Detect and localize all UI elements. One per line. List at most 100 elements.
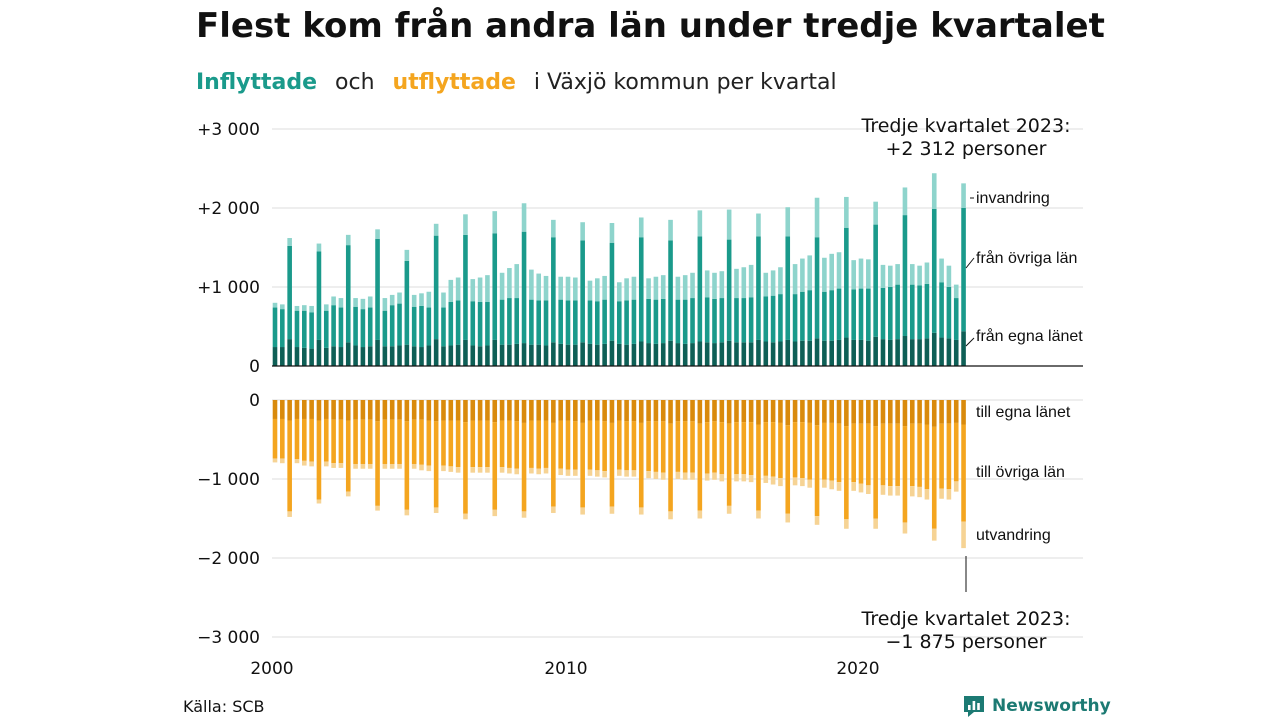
bar-out-segment	[272, 418, 278, 459]
bar-in-segment	[668, 340, 673, 366]
bar-in-segment	[521, 231, 527, 344]
bar-out-segment	[507, 467, 512, 474]
bar-in-segment	[587, 300, 593, 344]
bar-in-segment	[770, 342, 776, 366]
bar-out-segment	[646, 471, 651, 479]
bar-out-segment	[682, 421, 688, 473]
bar-in-segment	[536, 300, 541, 345]
bar-out-segment	[565, 400, 571, 421]
bar-in-segment	[294, 347, 300, 366]
bar-out-segment	[485, 420, 490, 468]
bar-in-segment	[631, 299, 637, 344]
bar-out-segment	[587, 420, 593, 470]
bar-out-segment	[602, 471, 607, 478]
bar-out-segment	[382, 400, 388, 420]
bar-in-segment	[844, 196, 849, 228]
bar-in-segment	[573, 277, 578, 301]
bar-in-segment	[485, 275, 490, 303]
bar-out-segment	[294, 459, 300, 464]
bar-out-segment	[353, 400, 358, 420]
bar-in-segment	[280, 304, 285, 310]
bar-in-segment	[844, 337, 849, 366]
bar-out-segment	[316, 499, 322, 504]
bar-in-segment	[961, 183, 966, 208]
bar-in-segment	[565, 276, 571, 301]
bar-in-segment	[565, 344, 571, 366]
bar-out-segment	[323, 418, 329, 462]
bar-out-segment	[514, 400, 520, 422]
bar-in-segment	[770, 295, 776, 343]
bar-in-segment	[792, 294, 798, 342]
bar-out-segment	[302, 418, 307, 461]
bar-out-segment	[778, 400, 783, 423]
bar-out-segment	[895, 400, 900, 424]
annotation-bottom-line1: Tredje kvartalet 2023:	[861, 608, 1071, 630]
bar-out-segment	[763, 422, 769, 476]
bar-in-segment	[558, 276, 563, 300]
bar-out-segment	[419, 419, 424, 465]
bar-in-segment	[338, 307, 344, 348]
bar-out-segment	[331, 463, 336, 468]
bar-in-segment	[697, 210, 703, 237]
bar-out-segment	[331, 419, 336, 464]
bar-out-segment	[272, 458, 278, 463]
bar-out-segment	[704, 400, 710, 423]
bar-in-segment	[726, 340, 732, 366]
bar-in-segment	[851, 289, 856, 340]
bar-out-segment	[419, 400, 424, 420]
subtitle-in-label: Inflyttade	[196, 70, 318, 95]
bar-out-segment	[675, 471, 681, 479]
bar-in-segment	[653, 276, 659, 300]
bar-in-segment	[280, 347, 285, 366]
bar-out-segment	[345, 400, 351, 421]
bar-in-segment	[514, 343, 520, 366]
bar-in-segment	[909, 284, 915, 340]
bar-in-segment	[866, 340, 871, 366]
bar-in-segment	[902, 187, 908, 216]
bar-in-segment	[536, 344, 541, 366]
bar-out-segment	[924, 489, 930, 500]
bar-out-segment	[792, 422, 798, 478]
bar-in-segment	[287, 339, 292, 366]
bar-out-segment	[529, 420, 534, 468]
bar-in-segment	[470, 279, 476, 302]
bar-out-segment	[470, 400, 476, 421]
bar-in-segment	[638, 341, 644, 366]
bar-in-segment	[924, 338, 930, 366]
bar-in-segment	[492, 233, 498, 340]
bar-in-segment	[587, 343, 593, 366]
bar-in-segment	[448, 279, 454, 303]
bar-out-segment	[697, 510, 703, 519]
bar-in-segment	[909, 264, 915, 285]
bar-in-segment	[323, 347, 329, 366]
bar-in-segment	[573, 344, 578, 366]
bar-out-segment	[726, 423, 732, 506]
bar-out-segment	[631, 421, 637, 471]
bar-out-segment	[748, 400, 754, 423]
bar-in-segment	[536, 273, 541, 301]
bar-out-segment	[543, 420, 549, 468]
bar-in-segment	[734, 342, 739, 366]
bar-in-segment	[946, 338, 952, 366]
bar-out-segment	[697, 400, 703, 424]
bar-out-segment	[360, 463, 366, 469]
subtitle-out-label: utflyttade	[392, 70, 516, 95]
bar-in-segment	[309, 312, 314, 349]
bar-out-segment	[895, 486, 900, 496]
bar-in-segment	[558, 343, 563, 366]
bar-in-segment	[675, 276, 681, 300]
bar-in-segment	[719, 342, 725, 366]
bar-out-segment	[580, 400, 585, 423]
bar-in-segment	[712, 343, 717, 366]
bar-in-segment	[836, 339, 842, 366]
bar-in-segment	[477, 277, 483, 303]
bar-out-segment	[463, 513, 468, 520]
bar-out-segment	[609, 506, 615, 514]
bar-in-segment	[638, 237, 644, 342]
source-credit: Källa: SCB	[183, 697, 265, 716]
bar-in-segment	[353, 345, 358, 366]
bar-out-segment	[668, 511, 673, 520]
bar-in-segment	[426, 291, 432, 308]
bar-out-segment	[521, 422, 527, 512]
bar-in-segment	[316, 251, 322, 340]
